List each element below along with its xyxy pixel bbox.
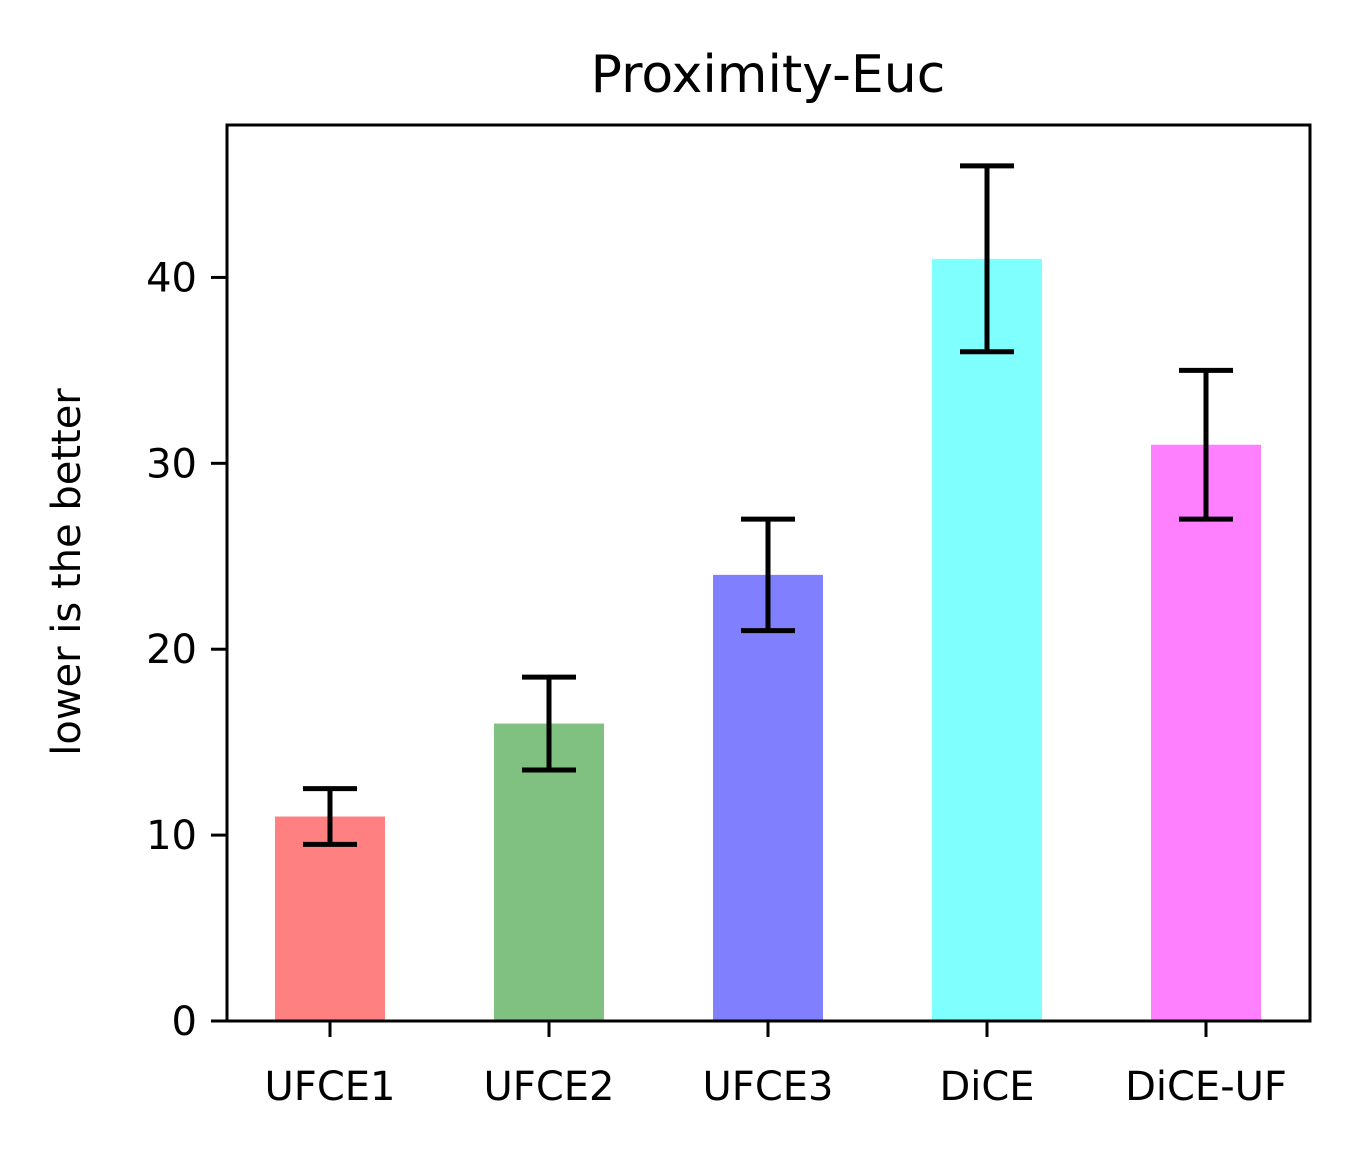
error-bars [303, 163, 1233, 847]
plot-frame [225, 123, 1312, 1023]
bar-ufce3 [713, 574, 823, 1021]
error-bar-dice [960, 163, 1014, 355]
bar-ufce1 [275, 816, 385, 1021]
bar-dice [932, 258, 1042, 1022]
x-tick-label: UFCE2 [484, 1064, 615, 1110]
x-axis-ticks: UFCE1 UFCE2 UFCE3 DiCE DiCE-UF [265, 1021, 1287, 1110]
chart-title: Proximity-Euc [591, 45, 946, 105]
x-tick-label: UFCE1 [265, 1064, 396, 1110]
x-tick-label: DiCE [939, 1064, 1034, 1110]
bar-ufce2 [494, 723, 604, 1021]
error-bar-ufce3 [741, 516, 795, 634]
y-tick-label: 30 [146, 441, 197, 487]
bar-dice-uf [1151, 444, 1261, 1021]
y-axis-label: lower is the better [44, 388, 90, 756]
error-bar-ufce2 [522, 674, 576, 773]
y-axis-ticks: 0 10 20 30 40 [146, 255, 227, 1045]
y-tick-label: 0 [172, 999, 197, 1045]
y-tick-label: 20 [146, 627, 197, 673]
x-tick-label: UFCE3 [703, 1064, 834, 1110]
error-bar-dice-uf [1179, 367, 1233, 522]
y-tick-label: 40 [146, 255, 197, 301]
error-bar-ufce1 [303, 786, 357, 847]
x-tick-label: DiCE-UF [1125, 1064, 1287, 1110]
bars [275, 258, 1261, 1022]
y-tick-label: 10 [146, 813, 197, 859]
